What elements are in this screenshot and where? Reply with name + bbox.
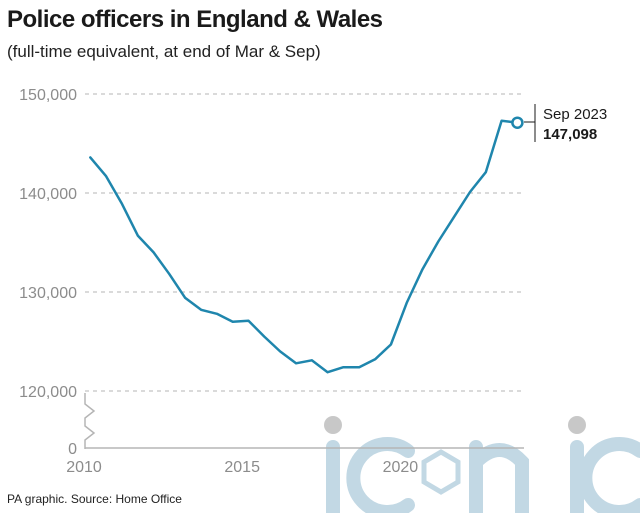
data-point: [152, 251, 154, 253]
iconic-watermark-logo: [324, 416, 640, 513]
data-point: [437, 240, 439, 242]
data-point: [247, 320, 249, 322]
data-point: [311, 359, 313, 361]
data-point: [358, 366, 360, 368]
y-tick-label: 130,000: [19, 285, 77, 302]
y-tick-label: 0: [68, 441, 77, 458]
data-point: [105, 175, 107, 177]
y-tick-label: 150,000: [19, 87, 77, 104]
data-point: [263, 335, 265, 337]
data-point: [342, 366, 344, 368]
data-point: [390, 343, 392, 345]
axis-break-marker: [84, 393, 96, 449]
annotation-date: Sep 2023: [543, 106, 607, 123]
data-point: [121, 203, 123, 205]
data-point: [216, 313, 218, 315]
y-axis: 0 120,000 130,000 140,000 150,000: [19, 87, 77, 458]
data-point: [326, 371, 328, 373]
data-point: [89, 156, 91, 158]
data-point: [184, 297, 186, 299]
x-tick-label: 2015: [224, 459, 260, 476]
data-point: [485, 171, 487, 173]
data-point: [406, 302, 408, 304]
y-tick-label: 120,000: [19, 384, 77, 401]
data-point: [137, 234, 139, 236]
data-point: [168, 273, 170, 275]
data-point: [374, 358, 376, 360]
data-point: [279, 350, 281, 352]
data-point: [453, 216, 455, 218]
latest-data-point: [511, 116, 524, 129]
data-point: [200, 309, 202, 311]
chart-subtitle: (full-time equivalent, at end of Mar & S…: [7, 42, 321, 61]
data-point: [295, 362, 297, 364]
annotation-value: 147,098: [543, 126, 597, 143]
chart-title: Police officers in England & Wales: [7, 6, 383, 33]
data-point: [500, 120, 502, 122]
data-point: [232, 321, 234, 323]
grid-lines: [85, 93, 524, 449]
series-line: [89, 119, 519, 374]
data-point: [421, 268, 423, 270]
x-tick-label: 2010: [66, 459, 102, 476]
x-tick-label: 2020: [383, 459, 419, 476]
x-axis: 2010 2015 2020: [66, 459, 418, 476]
y-tick-label: 140,000: [19, 186, 77, 203]
data-point: [469, 191, 471, 193]
source-note: PA graphic. Source: Home Office: [7, 492, 182, 506]
series-points: [89, 116, 524, 373]
